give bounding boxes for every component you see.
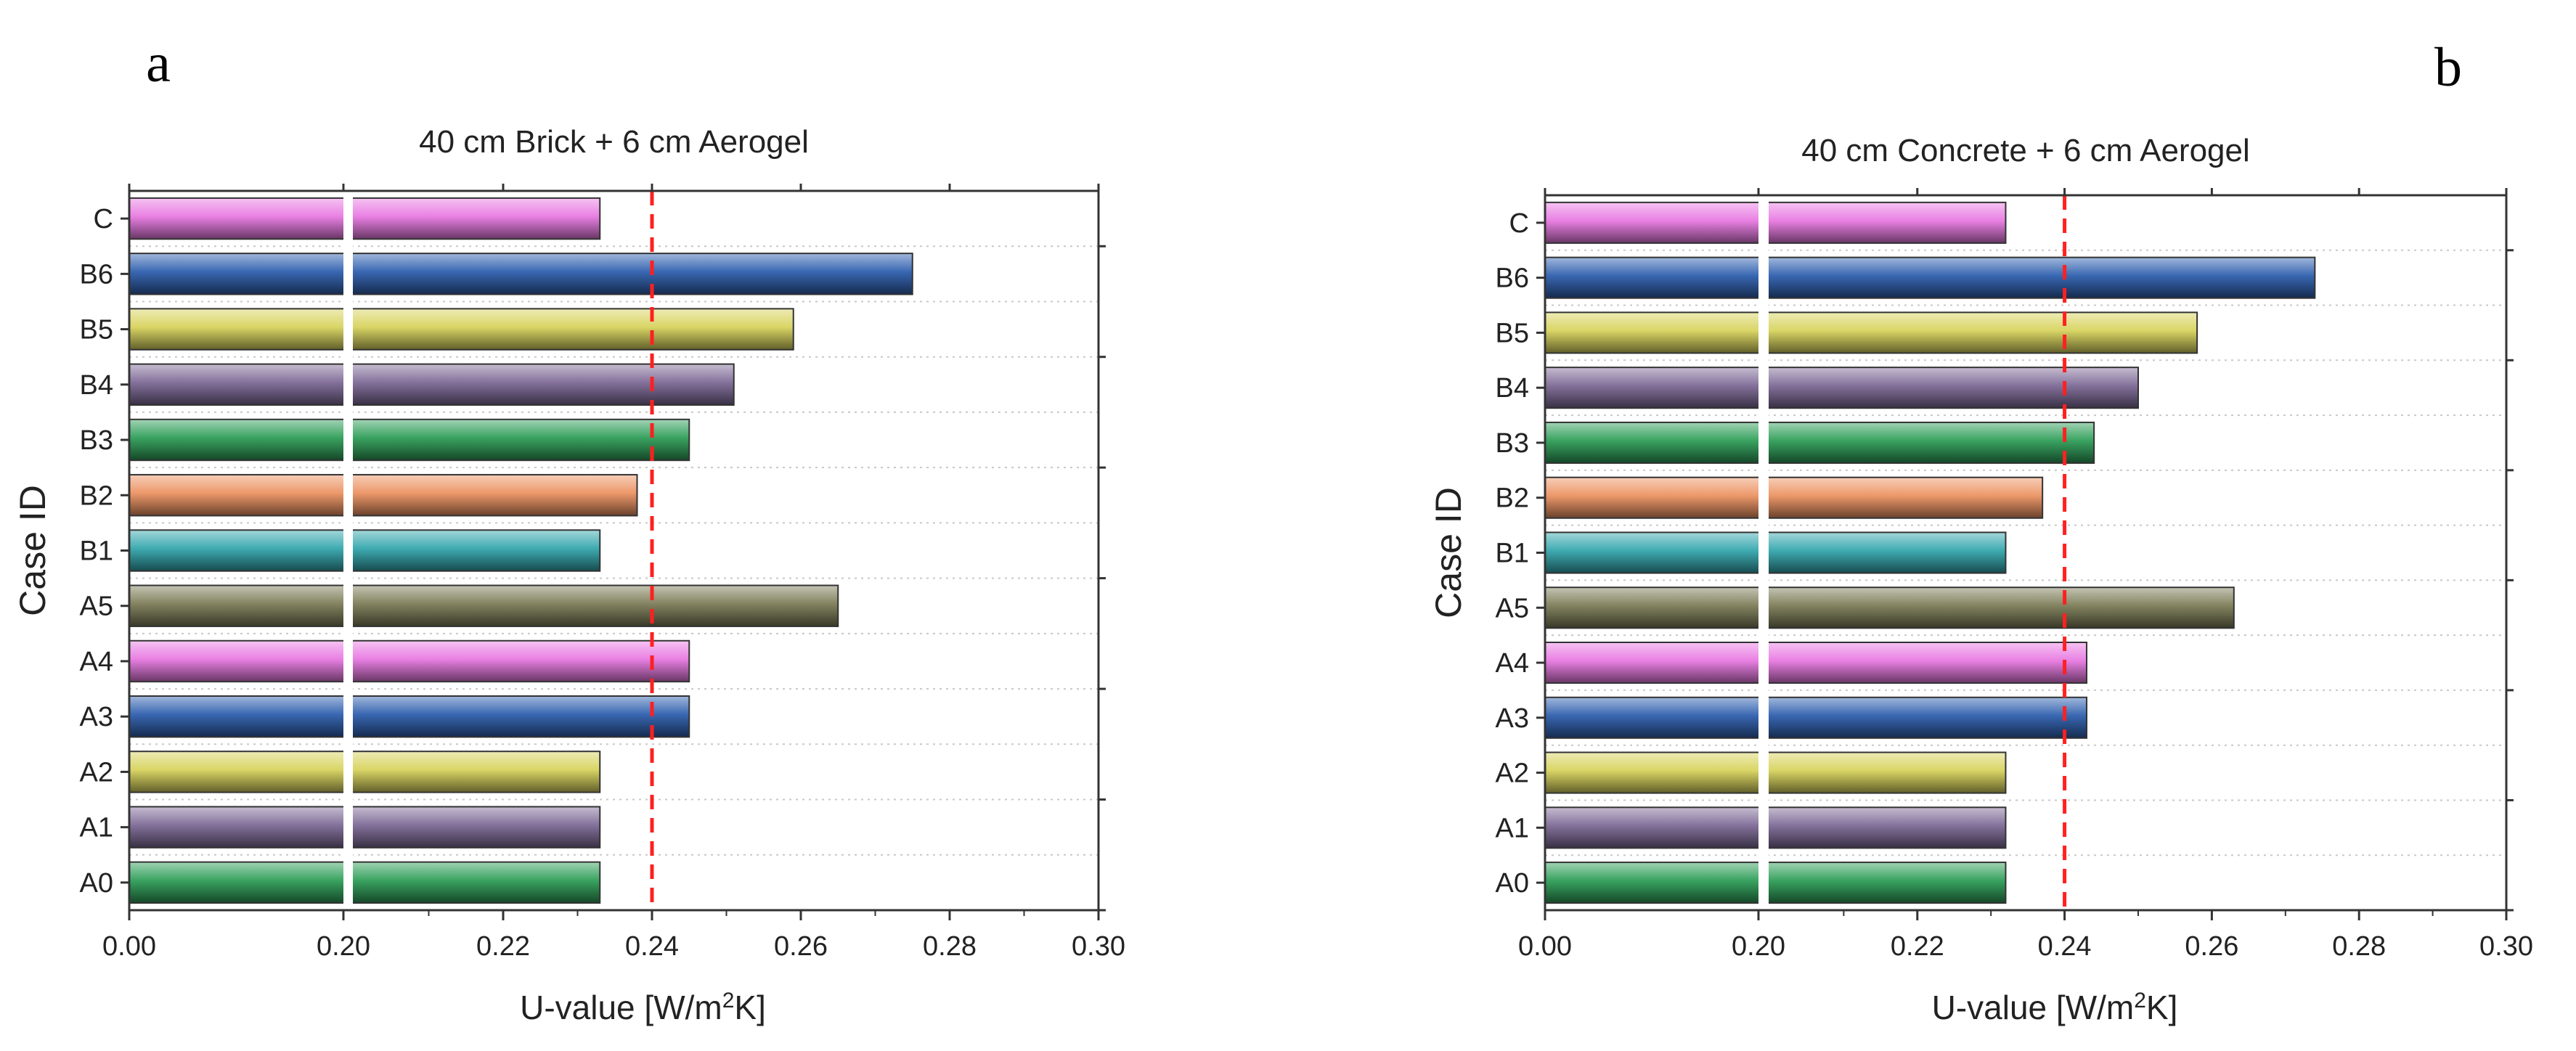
x-axis-label-tail: K]: [2146, 989, 2177, 1026]
chart-panel-a: a 40 cm Brick + 6 cm Aerogel C B6 B5 B4 B3 B2 B1…: [12, 33, 1125, 1026]
xtick-label-3: 0.24: [2038, 931, 2092, 962]
category-label-b4: B4: [80, 370, 113, 401]
xtick-label-5: 0.28: [923, 931, 977, 962]
bar-a2: [1544, 751, 2007, 794]
category-label-a0: A0: [1496, 868, 1529, 899]
x-axis-label-base: U-value [W/m: [520, 989, 722, 1026]
xtick-label-2: 0.22: [476, 931, 530, 962]
x-axis-label-base: U-value [W/m: [1932, 989, 2135, 1026]
bar-a0: [1544, 862, 2007, 904]
y-axis-label: Case ID: [12, 485, 53, 616]
xtick-label-2: 0.22: [1891, 931, 1944, 962]
xtick-label-3: 0.24: [625, 931, 679, 962]
x-axis-label: U-value [W/m2K]: [1932, 989, 2178, 1027]
xtick-label-4: 0.26: [2185, 931, 2238, 962]
xtick-label-1: 0.20: [317, 931, 370, 962]
chart-title: 40 cm Concrete + 6 cm Aerogel: [1801, 133, 2250, 168]
category-label-b5: B5: [80, 315, 113, 345]
category-label-b2: B2: [1496, 483, 1529, 514]
bar-b6: [1544, 256, 2316, 299]
bar-a1: [129, 806, 601, 848]
x-axis-label-sup: 2: [722, 989, 735, 1013]
category-label-b6: B6: [80, 259, 113, 290]
bar-a0: [129, 861, 601, 904]
category-label-c: C: [94, 204, 113, 234]
bar-b2: [1544, 476, 2044, 519]
category-label-a5: A5: [80, 592, 113, 622]
xtick-label-4: 0.26: [774, 931, 828, 962]
category-label-b2: B2: [80, 480, 113, 511]
bar-b5: [1544, 311, 2198, 354]
bar-c: [129, 197, 601, 240]
bar-a5: [129, 584, 839, 627]
bar-a3: [129, 695, 690, 738]
category-label-b6: B6: [1496, 263, 1529, 294]
category-label-b1: B1: [1496, 539, 1529, 569]
category-label-b1: B1: [80, 536, 113, 567]
bar-a5: [1544, 586, 2235, 629]
bar-a2: [129, 751, 601, 793]
bar-c: [1544, 201, 2007, 244]
category-label-c: C: [1509, 208, 1529, 239]
xtick-label-0: 0.00: [1518, 931, 1572, 962]
category-label-b4: B4: [1496, 373, 1529, 404]
bar-b2: [129, 474, 638, 517]
category-label-a1: A1: [1496, 813, 1529, 843]
xtick-label-6: 0.30: [1072, 931, 1125, 962]
y-axis-label: Case ID: [1428, 487, 1469, 618]
bar-b1: [129, 529, 601, 572]
x-axis-label: U-value [W/m2K]: [520, 989, 766, 1027]
xtick-label-0: 0.00: [102, 931, 156, 962]
axis-break-gap: [1760, 192, 1769, 913]
bar-a4: [1544, 642, 2088, 684]
category-label-a3: A3: [80, 702, 113, 732]
chart-title: 40 cm Brick + 6 cm Aerogel: [419, 124, 809, 160]
category-label-a4: A4: [1496, 648, 1529, 679]
bar-a3: [1544, 696, 2088, 739]
bar-b4: [1544, 367, 2139, 409]
category-label-a4: A4: [80, 647, 113, 677]
chart-panel-b: b 40 cm Concrete + 6 cm Aerogel C B6 B5 B4 B3 B…: [1428, 37, 2533, 1026]
axis-break-gap: [345, 188, 353, 913]
panel-letter: a: [146, 33, 171, 94]
panel-letter: b: [2434, 37, 2462, 98]
x-axis-label-tail: K]: [734, 989, 765, 1026]
category-label-a1: A1: [80, 813, 113, 843]
category-label-b5: B5: [1496, 318, 1529, 348]
bar-b3: [1544, 421, 2095, 464]
x-axis-label-sup: 2: [2134, 989, 2146, 1013]
category-label-a2: A2: [80, 757, 113, 788]
bar-b4: [129, 363, 735, 406]
bar-b3: [129, 418, 690, 462]
category-label-a5: A5: [1496, 593, 1529, 623]
xtick-label-5: 0.28: [2332, 931, 2386, 962]
bar-b6: [129, 253, 913, 295]
category-label-a0: A0: [80, 868, 113, 899]
xtick-label-6: 0.30: [2479, 931, 2533, 962]
category-label-b3: B3: [1496, 428, 1529, 459]
category-label-b3: B3: [80, 425, 113, 456]
bar-b5: [129, 308, 794, 351]
xtick-label-1: 0.20: [1732, 931, 1785, 962]
bar-a1: [1544, 806, 2007, 849]
bar-b1: [1544, 531, 2007, 574]
bar-a4: [129, 639, 690, 683]
category-label-a2: A2: [1496, 758, 1529, 789]
category-label-a3: A3: [1496, 703, 1529, 734]
